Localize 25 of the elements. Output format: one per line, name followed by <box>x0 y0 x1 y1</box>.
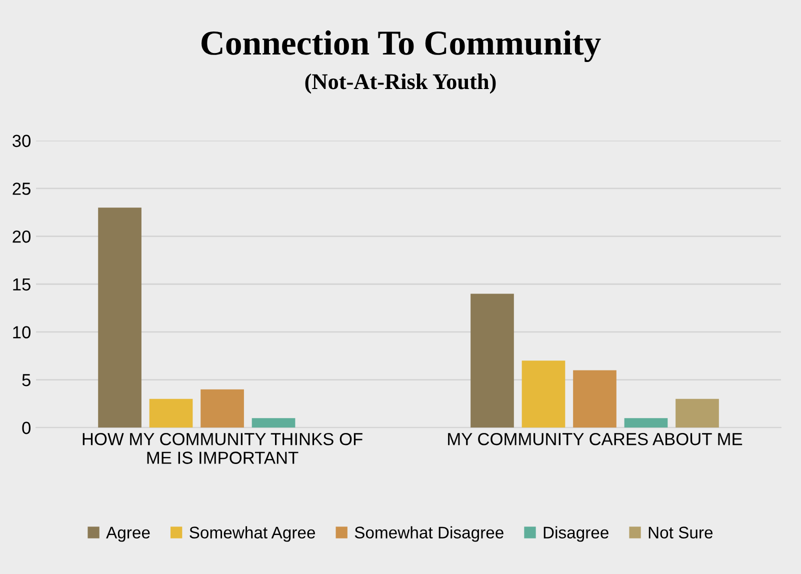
legend-label: Somewhat Agree <box>190 526 316 542</box>
x-tick-label: HOW MY COMMUNITY THINKS OF ME IS IMPORTANT <box>82 432 362 464</box>
legend-label: Somewhat Disagree <box>354 526 504 542</box>
bar <box>573 370 616 428</box>
bar <box>624 418 668 428</box>
bar <box>522 360 566 428</box>
y-tick-label: 30 <box>12 134 31 148</box>
bar <box>252 418 296 428</box>
y-tick-label: 5 <box>22 374 30 386</box>
bar <box>470 294 514 428</box>
y-tick-label: 10 <box>13 326 31 338</box>
bar <box>98 208 142 428</box>
y-tick-label: 0 <box>22 422 31 434</box>
chart-title: Connection To Community <box>202 30 601 62</box>
legend-label: Not Sure <box>648 526 713 538</box>
y-tick-label: 20 <box>12 230 31 243</box>
legend-label: Agree <box>106 526 150 542</box>
bar <box>200 389 244 428</box>
legend-label: Disagree <box>544 526 608 542</box>
x-tick-label: MY COMMUNITY CARES ABOUT ME <box>448 432 742 446</box>
chart-subtitle: (Not-At-Risk Youth) <box>305 74 496 94</box>
bar <box>676 398 719 428</box>
y-tick-label: 15 <box>13 278 30 291</box>
y-tick-label: 25 <box>12 182 30 195</box>
bar <box>149 398 193 428</box>
